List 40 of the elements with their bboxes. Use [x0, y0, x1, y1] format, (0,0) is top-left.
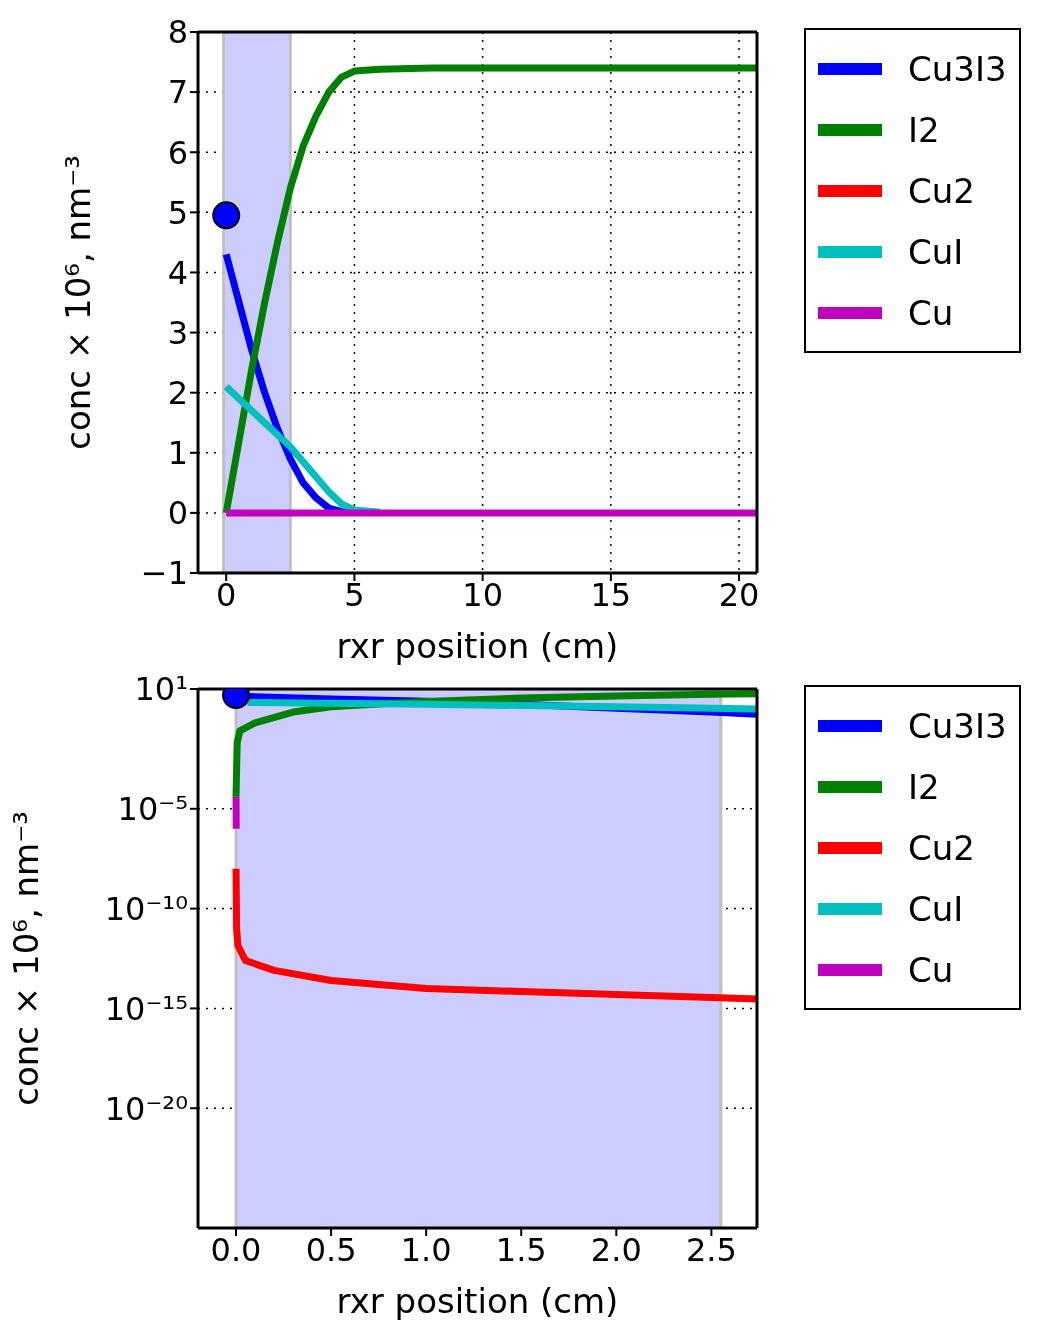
y-tick-label: 10⁻¹⁵ [104, 989, 188, 1028]
legend-label: Cu [908, 949, 954, 990]
x-tick-label: 5 [344, 575, 365, 614]
x-tick-label: 0.5 [305, 1230, 357, 1269]
x-tick-label: 1.0 [400, 1230, 452, 1269]
legend-label: I2 [908, 766, 940, 807]
y-tick-label: 2 [167, 374, 188, 413]
y-tick-label: 5 [167, 193, 188, 232]
legend-label: Cu2 [908, 827, 975, 868]
legend-label: Cu2 [908, 170, 975, 211]
legend-label: I2 [908, 109, 940, 150]
y-axis-title: conc × 10⁶, nm⁻³ [6, 811, 47, 1106]
y-tick-label: 10⁻¹⁰ [104, 889, 188, 928]
y-tick-label: −1 [140, 554, 188, 593]
y-tick-label: 10⁻²⁰ [104, 1089, 188, 1128]
legend-label: CuI [908, 231, 964, 272]
y-tick-label: 10¹ [134, 670, 188, 709]
x-tick-label: 0 [216, 575, 237, 614]
x-tick-label: 2.5 [685, 1230, 737, 1269]
y-tick-label: 10⁻⁵ [117, 790, 188, 829]
x-tick-label: 1.5 [495, 1230, 547, 1269]
x-axis-title: rxr position (cm) [336, 1281, 619, 1321]
y-tick-label: 8 [167, 13, 188, 52]
x-tick-label: 20 [718, 575, 760, 614]
y-tick-label: 6 [167, 133, 188, 172]
legend-label: Cu3I3 [908, 705, 1007, 746]
y-tick-label: 7 [167, 73, 188, 112]
y-tick-label: 4 [167, 253, 188, 292]
x-tick-label: 2.0 [590, 1230, 642, 1269]
y-tick-label: 0 [167, 494, 188, 533]
legend-label: Cu [908, 292, 954, 333]
legend-label: Cu3I3 [908, 48, 1007, 89]
legend-label: CuI [908, 888, 964, 929]
y-tick-label: 3 [167, 313, 188, 352]
y-tick-label: 1 [167, 434, 188, 473]
x-tick-label: 15 [590, 575, 632, 614]
x-tick-label: 10 [462, 575, 503, 614]
y-axis-title: conc × 10⁶, nm⁻³ [58, 155, 99, 450]
x-tick-label: 0.0 [210, 1230, 262, 1269]
x-axis-title: rxr position (cm) [336, 626, 619, 666]
